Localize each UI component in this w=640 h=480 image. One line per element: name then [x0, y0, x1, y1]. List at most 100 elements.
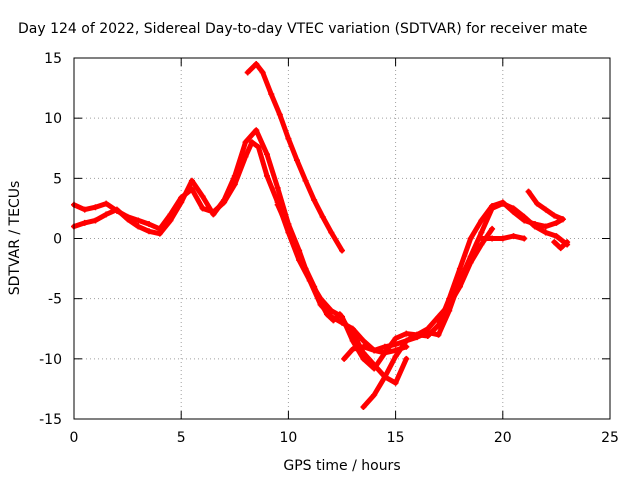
data-point — [248, 139, 255, 146]
data-point — [231, 172, 238, 179]
data-point — [341, 355, 348, 362]
y-tick-label: 5 — [53, 171, 62, 187]
data-point — [285, 225, 292, 232]
data-point — [499, 235, 506, 242]
y-tick-label: 10 — [44, 111, 62, 127]
y-tick-label: -5 — [48, 292, 62, 308]
data-point — [146, 221, 153, 228]
x-axis-label: GPS time / hours — [283, 458, 400, 474]
x-tick-label: 15 — [387, 430, 405, 446]
data-point — [360, 349, 367, 356]
data-point — [446, 307, 453, 314]
data-point — [371, 347, 378, 354]
data-point — [285, 135, 292, 142]
data-point — [360, 343, 367, 350]
data-point — [259, 69, 266, 76]
data-point — [253, 127, 260, 134]
data-point — [276, 111, 283, 118]
y-tick-label: 0 — [53, 232, 62, 248]
data-point — [124, 216, 131, 223]
data-point — [551, 239, 558, 246]
data-point — [263, 151, 270, 158]
data-point — [371, 391, 378, 398]
x-tick-label: 5 — [177, 430, 186, 446]
y-tick-label: -10 — [39, 352, 62, 368]
data-point — [392, 353, 399, 360]
series-line-arc-6 — [360, 226, 495, 410]
data-point — [293, 249, 300, 256]
series-line-arc-4 — [275, 202, 409, 386]
data-point — [330, 317, 337, 324]
x-tick-label: 0 — [70, 430, 79, 446]
y-axis-label: SDTVAR / TECUs — [7, 181, 23, 296]
data-point — [81, 206, 88, 213]
y-tick-label: -15 — [39, 412, 62, 428]
data-point — [103, 200, 110, 207]
data-point — [328, 229, 335, 236]
y-tick-label: 15 — [44, 51, 62, 67]
data-point — [553, 219, 560, 226]
data-point — [414, 331, 421, 338]
data-point — [221, 196, 228, 203]
data-point — [564, 239, 571, 246]
data-point — [360, 403, 367, 410]
data-point — [210, 211, 217, 218]
data-point — [354, 337, 361, 344]
data-point — [403, 355, 410, 362]
data-point — [311, 283, 318, 290]
data-point — [360, 337, 367, 344]
data-point — [345, 325, 352, 332]
data-point — [349, 346, 356, 353]
data-point — [339, 247, 345, 254]
data-point — [392, 341, 399, 348]
data-point — [167, 217, 174, 224]
data-point — [456, 283, 463, 290]
data-point — [253, 61, 260, 68]
data-point — [489, 235, 496, 242]
data-point — [489, 205, 496, 212]
data-point — [499, 200, 506, 207]
data-point — [92, 217, 99, 224]
series-layer — [71, 61, 571, 410]
data-point — [323, 311, 330, 318]
data-point — [510, 233, 517, 240]
data-point — [467, 259, 474, 266]
data-point — [534, 200, 541, 207]
data-point — [478, 235, 485, 242]
data-point — [244, 69, 251, 76]
data-point — [510, 205, 517, 212]
axis-ticks: 0 5 10 15 20 25 -15 -10 -5 0 5 10 15 — [39, 51, 619, 446]
data-point — [302, 177, 309, 184]
series-line-arc-8 — [526, 189, 566, 222]
data-point — [478, 241, 485, 248]
data-point — [557, 245, 564, 252]
data-point — [92, 204, 99, 211]
data-point — [156, 230, 163, 237]
x-tick-label: 10 — [279, 430, 297, 446]
data-point — [113, 206, 120, 213]
data-point — [336, 311, 343, 318]
data-point — [381, 373, 388, 380]
data-point — [274, 201, 281, 208]
x-tick-label: 20 — [494, 430, 512, 446]
data-point — [446, 301, 453, 308]
data-point — [435, 313, 442, 320]
data-point — [521, 235, 528, 242]
data-point — [525, 188, 532, 195]
data-point — [531, 223, 538, 230]
data-point — [268, 91, 275, 98]
data-point — [542, 223, 549, 230]
data-point — [302, 265, 309, 272]
data-point — [489, 225, 496, 232]
data-point — [551, 212, 558, 219]
data-point — [478, 217, 485, 224]
data-point — [553, 233, 560, 240]
data-point — [274, 184, 281, 191]
data-point — [199, 205, 206, 212]
data-point — [424, 325, 431, 332]
data-point — [199, 193, 206, 200]
data-point — [371, 361, 378, 368]
data-point — [392, 379, 399, 386]
data-point — [559, 216, 566, 223]
data-point — [319, 213, 326, 220]
